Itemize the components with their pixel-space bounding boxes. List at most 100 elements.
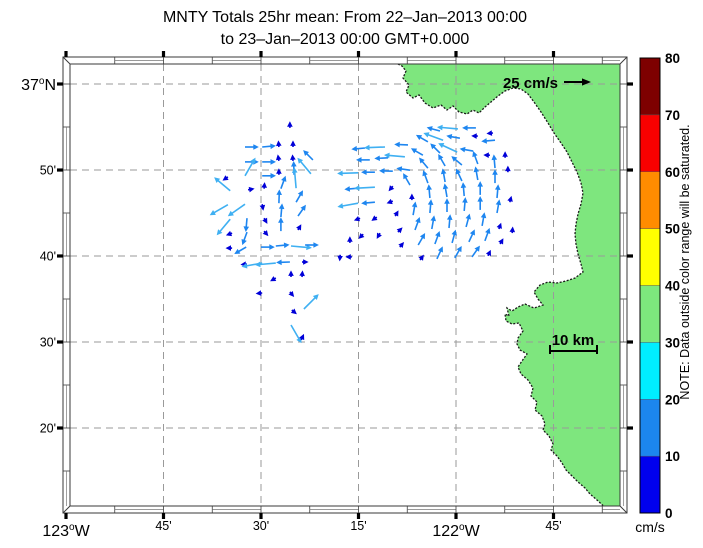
- major-tick: [627, 168, 633, 172]
- vector-head: [337, 170, 343, 177]
- current-vector: [436, 246, 443, 260]
- vector-head: [347, 236, 353, 242]
- current-vector: [393, 210, 399, 217]
- map-frame: [57, 51, 633, 519]
- vector-shaft: [457, 172, 463, 182]
- current-vector: [241, 231, 248, 246]
- land-fill: [398, 64, 620, 506]
- current-vector: [291, 167, 298, 189]
- vector-head: [261, 182, 267, 188]
- current-vector: [262, 173, 276, 179]
- current-vector: [303, 150, 314, 161]
- current-vector: [276, 140, 282, 148]
- current-vector: [261, 182, 267, 189]
- vector-head: [275, 154, 282, 161]
- vector-head: [361, 200, 367, 206]
- vector-head: [313, 242, 319, 248]
- vector-head: [477, 196, 484, 202]
- vector-head: [491, 154, 498, 161]
- vector-shaft: [486, 139, 496, 142]
- vector-head: [460, 182, 467, 188]
- colorbar-unit-label: cm/s: [635, 519, 665, 535]
- current-vector: [454, 245, 462, 259]
- colorbar-note: NOTE: Data outside color range will be s…: [678, 124, 692, 399]
- vector-shaft: [464, 148, 474, 152]
- vector-head: [269, 244, 275, 250]
- current-vector: [444, 198, 450, 212]
- vector-head: [312, 294, 319, 301]
- current-vector: [427, 199, 434, 214]
- vector-shaft: [465, 218, 470, 228]
- vector-shaft: [238, 246, 247, 253]
- plot-title-line1: MNTY Totals 25hr mean: From 22–Jan–2013 …: [163, 9, 527, 26]
- vector-head: [388, 185, 395, 192]
- vector-head: [386, 198, 393, 205]
- current-vector: [261, 244, 275, 250]
- current-vector: [481, 138, 496, 144]
- current-vector: [483, 152, 490, 158]
- current-vector: [446, 214, 453, 229]
- vector-shaft: [290, 324, 300, 340]
- current-vector: [417, 233, 426, 246]
- vector-head: [472, 151, 478, 158]
- vector-head: [485, 227, 491, 235]
- vector-head: [353, 185, 360, 191]
- current-vector: [280, 175, 287, 189]
- vector-head: [423, 132, 430, 138]
- current-vector: [473, 166, 480, 181]
- current-vector: [371, 215, 378, 221]
- vector-head: [296, 224, 302, 231]
- vector-head: [225, 230, 233, 237]
- vector-head: [291, 167, 298, 174]
- vector-head: [358, 232, 365, 239]
- vector-head: [248, 186, 255, 193]
- vector-head: [364, 144, 370, 151]
- current-vector: [438, 154, 446, 167]
- vector-shaft: [368, 146, 386, 149]
- vector-head: [299, 333, 305, 341]
- current-vector: [491, 154, 498, 169]
- vector-head: [216, 229, 223, 236]
- major-tick: [57, 426, 63, 430]
- vector-shaft: [436, 250, 442, 260]
- vector-head: [495, 199, 502, 206]
- current-vector: [502, 151, 508, 158]
- vector-head: [422, 170, 428, 177]
- vector-head: [498, 238, 504, 245]
- vector-head: [299, 270, 305, 277]
- vector-head: [283, 242, 290, 249]
- colorbar-segment: [639, 455, 661, 514]
- current-vector: [460, 182, 467, 197]
- current-vector: [505, 165, 511, 173]
- vector-shaft: [358, 186, 375, 189]
- current-vector: [471, 245, 480, 258]
- current-vector: [498, 238, 504, 245]
- frame-corner: [619, 505, 628, 514]
- vector-shaft: [342, 172, 359, 175]
- vector-head: [296, 337, 302, 344]
- y-axis-tick-labels: 37oN 50' 40' 30' 20': [21, 76, 56, 436]
- vector-head: [507, 195, 513, 202]
- vector-head: [209, 210, 216, 216]
- vector-head: [403, 173, 409, 180]
- current-vector: [262, 217, 268, 224]
- current-vector: [288, 290, 295, 297]
- vector-shaft: [295, 194, 302, 203]
- vector-shaft: [213, 204, 229, 214]
- current-vector: [495, 199, 502, 214]
- current-vector: [337, 170, 359, 177]
- vector-head: [290, 154, 296, 161]
- x-tick-label: 122oW: [432, 522, 480, 540]
- current-vector: [379, 168, 393, 174]
- vector-shaft: [451, 135, 461, 139]
- current-vector: [403, 173, 411, 186]
- frame-corner: [62, 56, 71, 65]
- vector-shaft: [342, 202, 359, 207]
- current-vector: [383, 152, 405, 159]
- reference-arrow-label: 25 cm/s: [503, 75, 558, 92]
- vector-shaft: [475, 171, 479, 181]
- vector-head: [393, 210, 399, 217]
- vector-head: [446, 214, 453, 220]
- major-tick: [64, 513, 68, 519]
